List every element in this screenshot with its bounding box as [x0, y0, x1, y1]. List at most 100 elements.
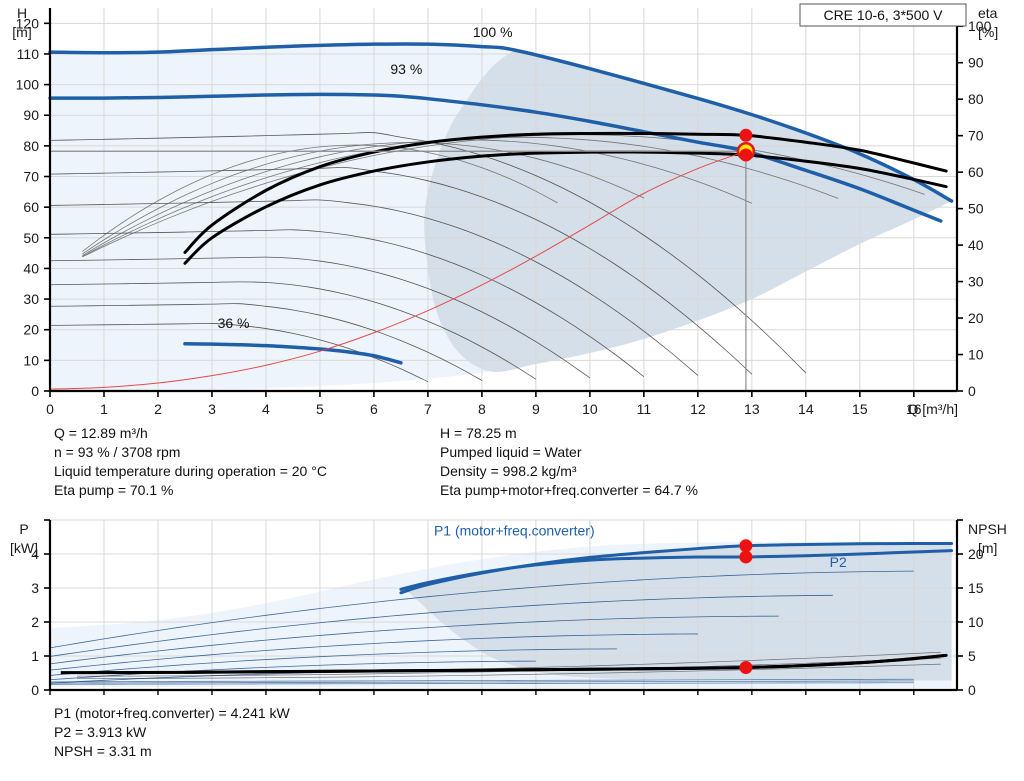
speed-curve-thin [49, 167, 753, 375]
curve-h-36 [183, 342, 403, 365]
efficiency-curve-thin [82, 144, 558, 252]
x-axis-tick-label: 0 [46, 401, 54, 417]
curve-annotation-2: 36 % [218, 315, 250, 331]
power-annotation-0: P1 (motor+freq.converter) [434, 522, 595, 538]
x-axis-tick-label: 11 [637, 401, 652, 417]
duty-point-eta-total[interactable] [739, 148, 753, 162]
y2-axis-tick-label: 10 [968, 614, 984, 630]
y2-axis-tick-label: 70 [968, 128, 984, 144]
info-q: Q = 12.89 m³/h [54, 425, 148, 441]
y-axis-tick-label: 120 [16, 15, 40, 31]
power-curve-thin-low [49, 682, 914, 685]
y-axis-tick-label: 40 [23, 260, 39, 276]
speed-curve-thin [49, 281, 537, 380]
y2-axis-tick-label: 5 [968, 648, 976, 664]
y-axis-title-line1: P [19, 521, 28, 537]
y2-axis-title-line2: [%] [978, 24, 998, 40]
x-axis-tick-label: 1 [100, 401, 108, 417]
info-npsh: NPSH = 3.31 m [54, 743, 152, 759]
curve-eta-pump-motor-freq-converter [183, 150, 948, 265]
curve-annotation-1: 93 % [390, 61, 422, 77]
y-axis-tick-label: 2 [31, 614, 39, 630]
y-axis-title-line2: [m] [12, 24, 31, 40]
y-axis-tick-label: 80 [23, 138, 39, 154]
y2-axis-tick-label: 100 [968, 18, 992, 34]
info-p2: P2 = 3.913 kW [54, 724, 147, 740]
power-info: P1 (motor+freq.converter) = 4.241 kW P2 … [54, 704, 290, 761]
info-h: H = 78.25 m [440, 425, 517, 441]
x-axis-tick-label: 15 [852, 401, 868, 417]
x-axis-tick-label: 10 [582, 401, 598, 417]
duty-info-left: Q = 12.89 m³/h n = 93 % / 3708 rpm Liqui… [54, 424, 327, 500]
x-axis-tick-label: 2 [154, 401, 162, 417]
power-npsh-chart: 0 1 2 3 4 0 5 10 15 20 P [kW] NPSH [m] P1 (motor+freq.… [10, 519, 1007, 698]
duty-info-right: H = 78.25 m Pumped liquid = Water Densit… [440, 424, 698, 500]
duty-point-p2[interactable] [739, 550, 753, 564]
power-curve-thin [49, 660, 536, 681]
info-liquid-temperature: Liquid temperature during operation = 20… [54, 463, 327, 479]
y-axis-tick-label: 3 [31, 580, 39, 596]
x-axis-tick-label: 5 [316, 401, 324, 417]
efficiency-curve-thin [82, 139, 753, 256]
y-axis-tick-label: 30 [23, 291, 39, 307]
x-axis-tick-label: 12 [690, 401, 706, 417]
duty-point-npsh[interactable] [739, 660, 753, 674]
info-eta-total: Eta pump+motor+freq.converter = 64.7 % [440, 482, 698, 498]
y-axis-title-line1: H [17, 5, 27, 21]
y2-axis-tick-label: 0 [968, 383, 976, 399]
y2-axis-tick-label: 90 [968, 55, 984, 71]
y-axis-tick-label: 1 [31, 648, 39, 664]
y-axis-tick-label: 110 [17, 46, 40, 62]
power-range-band-inner [406, 542, 952, 681]
efficiency-curve-thin [82, 134, 925, 258]
head-efficiency-chart: 0102030405060708090100110120010203040506… [12, 3, 998, 417]
x-axis-title: Q [m³/h] [907, 401, 958, 417]
efficiency-curve-thin [82, 142, 645, 255]
curve-eta-pump [183, 131, 948, 254]
x-axis-tick-label: 9 [532, 401, 540, 417]
duty-point-p1[interactable] [739, 539, 753, 553]
x-axis-tick-label: 13 [744, 401, 760, 417]
curve-h-100 [48, 42, 954, 203]
y-axis-tick-label: 50 [23, 230, 39, 246]
info-density: Density = 998.2 kg/m³ [440, 463, 577, 479]
chart-title: CRE 10-6, 3*500 V [823, 7, 943, 23]
power-curve-thin [49, 615, 779, 665]
y2-axis-tick-label: 50 [968, 201, 984, 217]
y-axis-tick-label: 100 [16, 77, 40, 93]
x-axis-tick-label: 3 [208, 401, 216, 417]
x-axis-tick-label: 16 [906, 401, 922, 417]
curve-npsh-reference-red [49, 150, 747, 390]
curve-p2 [399, 549, 954, 591]
info-speed: n = 93 % / 3708 rpm [54, 444, 181, 460]
duty-point-marker[interactable] [736, 128, 756, 162]
info-pumped-liquid: Pumped liquid = Water [440, 444, 582, 460]
speed-curve-thin [49, 199, 699, 376]
x-axis-tick-label: 7 [424, 401, 432, 417]
x-axis-tick-label: 4 [262, 401, 270, 417]
speed-curve-thin [49, 229, 645, 378]
power-annotation-1: P2 [830, 554, 847, 570]
power-curve-thin [49, 570, 914, 649]
y2-axis-tick-label: 10 [968, 347, 984, 363]
power-curve-thin-low [49, 678, 914, 683]
y2-axis-title-line1: NPSH [968, 521, 1007, 537]
y2-axis-tick-label: 20 [968, 546, 984, 562]
y2-axis-tick-label: 60 [968, 164, 984, 180]
chart-title-box [799, 3, 967, 27]
y-axis-title-line2: [kW] [10, 540, 38, 556]
duty-point-marker-power[interactable] [739, 539, 753, 674]
y-axis-tick-label: 0 [31, 383, 39, 399]
y2-axis-tick-label: 20 [968, 310, 984, 326]
x-axis-tick-label: 8 [478, 401, 486, 417]
power-curve-thin [49, 633, 698, 671]
y2-axis-tick-label: 40 [968, 237, 984, 253]
power-curve-thin [49, 648, 617, 676]
npsh-curve-thin [76, 663, 941, 679]
duty-point-eta-pump[interactable] [739, 128, 753, 142]
y2-axis-tick-label: 80 [968, 91, 984, 107]
y2-axis-title-line2: [m] [978, 540, 997, 556]
power-curve-thin-low [49, 680, 914, 684]
y-axis-tick-label: 0 [31, 682, 39, 698]
